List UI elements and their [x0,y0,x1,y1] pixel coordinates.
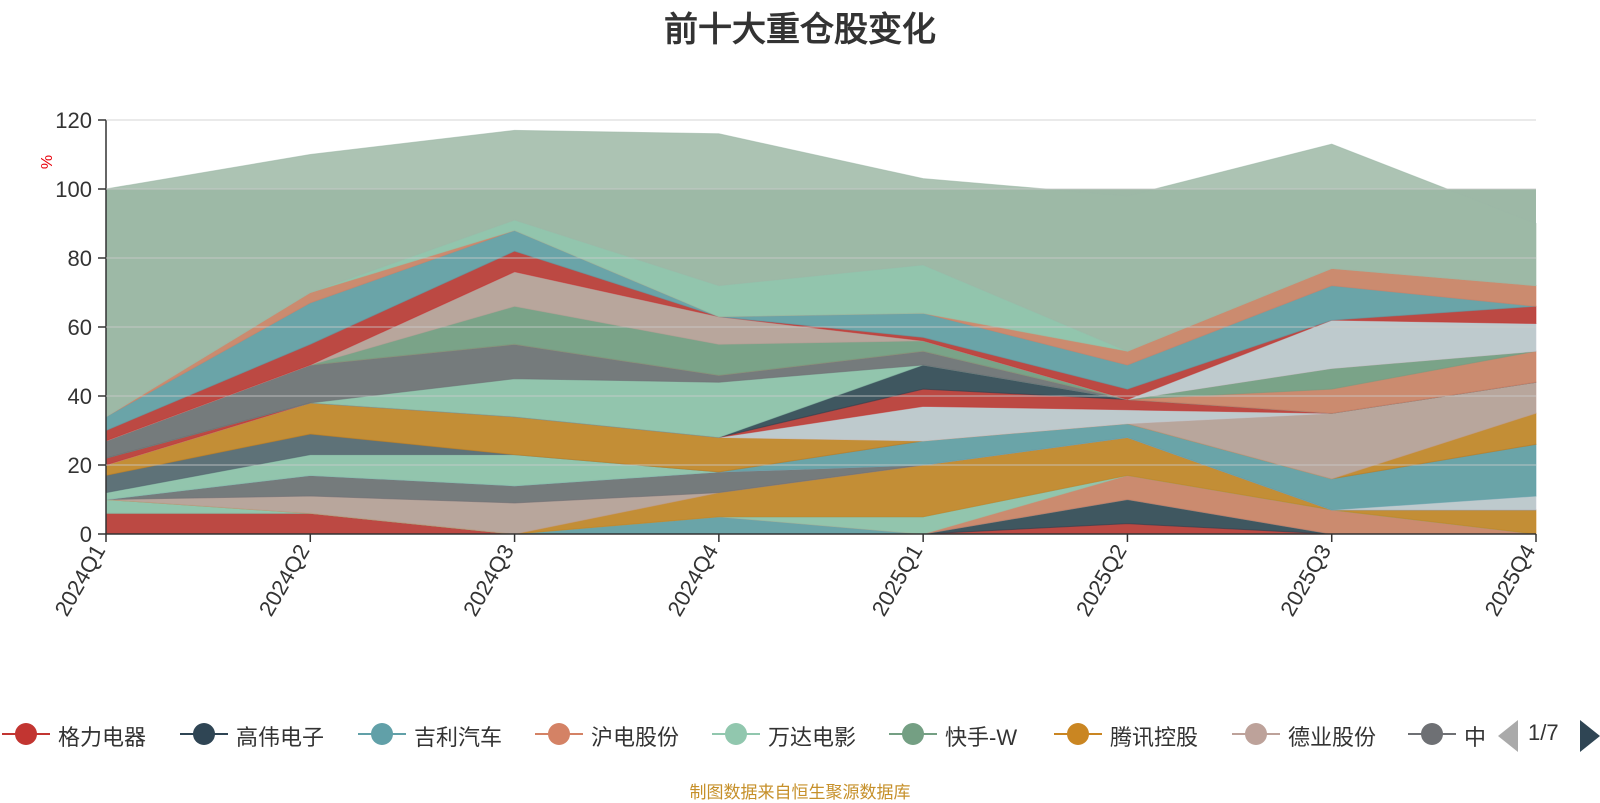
legend-marker-icon [1232,723,1280,745]
x-tick-label: 2025Q2 [1071,540,1132,620]
legend-label: 快手-W [945,725,1018,750]
legend-item[interactable]: 吉利汽车 [356,716,526,752]
y-tick-label: 40 [68,384,92,409]
legend-marker-icon [358,723,406,745]
chart-title: 前十大重仓股变化 [664,11,936,49]
y-tick-label: 80 [68,246,92,271]
legend-marker-icon [2,723,50,745]
legend-label: 吉利汽车 [414,725,503,750]
source-footer: 制图数据来自恒生聚源数据库 [689,783,911,802]
x-tick-label: 2025Q1 [867,540,928,620]
legend-marker-icon [180,723,228,745]
legend-item[interactable]: 中 [1406,716,1486,752]
x-tick-label: 2024Q3 [458,540,519,620]
legend-item[interactable]: 万达电影 [710,716,880,752]
x-tick-label: 2025Q4 [1480,540,1541,620]
legend-prev-page-icon[interactable] [1498,720,1518,752]
x-tick-label: 2024Q2 [254,540,315,620]
legend-item[interactable]: 快手-W [887,716,1057,752]
legend-item[interactable]: 高伟电子 [178,716,348,752]
legend-marker-icon [1054,723,1102,745]
x-tick-label: 2024Q1 [50,540,111,620]
legend-marker-icon [889,723,937,745]
legend: 格力电器 高伟电子 吉利汽车 沪电股份 万达电影 快手-W 腾讯控股 德业股份 中 1/7 [0,716,1600,752]
legend-marker-icon [535,723,583,745]
legend-item[interactable]: 格力电器 [0,716,170,752]
legend-label: 高伟电子 [236,725,325,750]
y-axis-label: % [39,155,56,169]
x-tick-label: 2024Q4 [662,540,723,620]
x-tick-label: 2025Q3 [1275,540,1336,620]
legend-label: 中 [1464,725,1486,750]
y-tick-label: 20 [68,453,92,478]
legend-marker-icon [1408,723,1456,745]
area-series-29 [105,129,1537,418]
legend-label: 格力电器 [58,725,147,750]
legend-label: 沪电股份 [591,725,680,750]
y-tick-label: 100 [55,177,92,202]
legend-label: 腾讯控股 [1110,725,1199,750]
legend-label: 万达电影 [768,725,857,750]
legend-item[interactable]: 腾讯控股 [1052,716,1222,752]
y-tick-label: 0 [80,522,92,547]
legend-item[interactable]: 德业股份 [1230,716,1400,752]
legend-label: 德业股份 [1288,725,1377,750]
y-tick-label: 60 [68,315,92,340]
legend-next-page-icon[interactable] [1580,720,1600,752]
legend-marker-icon [712,723,760,745]
legend-item[interactable]: 沪电股份 [533,716,703,752]
y-tick-label: 120 [55,108,92,133]
legend-page-indicator: 1/7 [1528,720,1559,745]
